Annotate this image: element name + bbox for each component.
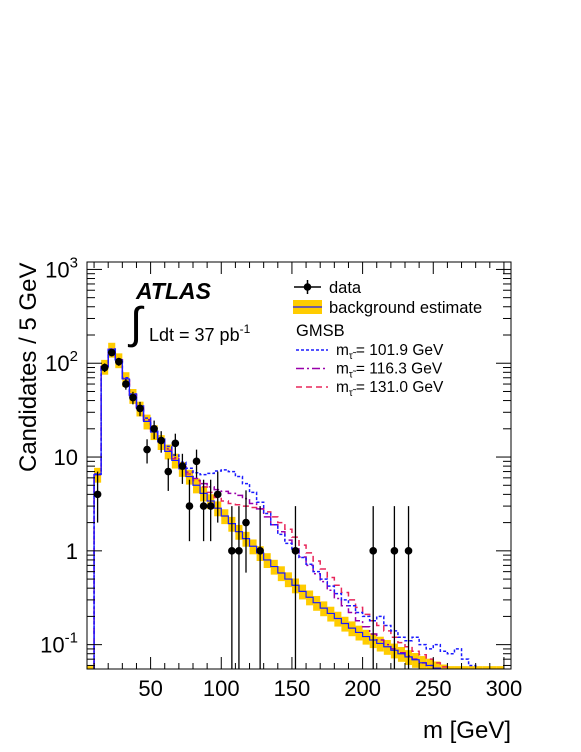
background-band-bin — [362, 629, 370, 645]
y-tick-label: 103 — [45, 254, 78, 282]
legend-background-entry: background estimate — [293, 299, 482, 317]
integral-sign: ∫ — [127, 299, 145, 348]
data-point — [171, 439, 180, 448]
data-point — [206, 502, 215, 510]
data-point — [107, 348, 116, 357]
x-tick-label: 150 — [274, 676, 311, 701]
background-band-bin — [299, 584, 307, 600]
data-point — [178, 462, 187, 470]
experiment-label: ATLAS — [135, 278, 212, 304]
x-tick-label: 250 — [415, 676, 452, 701]
data-point — [369, 547, 378, 555]
data-point — [291, 547, 300, 555]
luminosity-label: Ldt = 37 pb-1 — [149, 322, 251, 345]
background-band-bin — [496, 666, 504, 669]
x-tick-label: 300 — [486, 676, 523, 701]
background-band-bin — [482, 666, 490, 669]
background-band-bin — [376, 636, 384, 652]
background-band-bin — [263, 553, 271, 569]
background-band-bin — [426, 658, 434, 669]
legend-data-marker — [303, 283, 312, 291]
background-band-bin — [475, 666, 483, 669]
legend-data-entry: data — [294, 279, 362, 297]
background-band-bin — [461, 666, 469, 669]
data-point — [93, 490, 102, 499]
x-axis-title: m [GeV] — [423, 717, 511, 744]
background-band-bin — [313, 595, 321, 611]
background-band-bin — [355, 625, 363, 641]
background-band-bin — [277, 566, 285, 582]
data-point — [256, 547, 264, 555]
y-axis-ticks: 10-1 1 10 102 103 — [40, 254, 511, 666]
legend-group-title: GMSB — [296, 322, 345, 340]
legend-background-label: background estimate — [329, 299, 482, 317]
data-point — [115, 357, 123, 366]
background-band-bin — [447, 666, 455, 669]
signal-histogram-line — [87, 348, 505, 669]
data-point — [185, 502, 194, 510]
data-point — [157, 436, 165, 445]
data-point — [136, 404, 144, 413]
data-point — [242, 518, 250, 527]
background-band-bin — [348, 621, 356, 637]
background-band-bin — [320, 601, 328, 617]
background-band-bin — [221, 509, 229, 525]
data-point — [150, 424, 158, 433]
data-point — [199, 502, 208, 510]
background-band-bin — [185, 469, 193, 485]
data-point — [122, 380, 130, 388]
background-band-bin — [164, 444, 172, 460]
y-tick-label: 1 — [66, 539, 78, 564]
y-axis-title: Candidates / 5 GeV — [15, 263, 42, 472]
background-band-bin — [171, 453, 179, 469]
data-point — [164, 467, 173, 476]
luminosity-exponent: -1 — [240, 322, 251, 336]
data-point — [143, 445, 151, 454]
data-point — [390, 547, 399, 555]
luminosity-text: Ldt = 37 pb — [149, 325, 240, 345]
background-band-bin — [454, 666, 462, 669]
x-tick-label: 200 — [344, 676, 381, 701]
background-band-bin — [489, 666, 497, 669]
background-band-bin — [270, 559, 278, 575]
plot-frame — [86, 261, 512, 670]
data-point — [192, 457, 201, 466]
background-band-bin — [334, 611, 342, 627]
y-tick-label: 10 — [54, 445, 78, 470]
data-point — [213, 490, 222, 499]
background-band-bin — [87, 666, 95, 669]
background-band-bin — [383, 639, 391, 655]
background-band-bin — [249, 539, 257, 555]
data-point — [235, 547, 243, 555]
data-point — [100, 363, 109, 372]
x-axis-ticks: 50 100 150 200 250 300 — [93, 262, 523, 701]
background-band-bin — [468, 666, 476, 669]
legend-data-label: data — [329, 279, 362, 297]
data-point — [129, 393, 137, 402]
data-point — [228, 547, 236, 555]
background-band-bin — [143, 414, 151, 430]
y-tick-label: 102 — [45, 348, 78, 376]
x-tick-label: 50 — [138, 676, 162, 701]
background-band-bin — [284, 572, 292, 588]
background-band-bin — [433, 661, 441, 669]
background-band-bin — [412, 653, 420, 668]
data-point — [404, 547, 413, 555]
background-band-bin — [193, 478, 201, 494]
data-points — [93, 348, 413, 669]
background-band-bin — [327, 606, 335, 622]
background-band-bin — [306, 590, 314, 606]
y-tick-label: 10-1 — [40, 630, 78, 658]
x-tick-label: 100 — [203, 676, 240, 701]
background-band-bin — [341, 616, 349, 632]
background-band-bin — [397, 646, 405, 662]
